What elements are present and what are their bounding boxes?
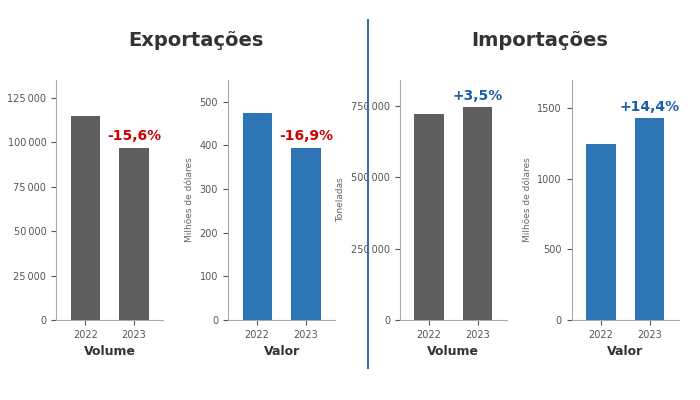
Polygon shape <box>66 104 104 296</box>
X-axis label: Valor: Valor <box>263 345 300 358</box>
Text: 3: 3 <box>469 188 486 212</box>
Bar <box>71 116 100 320</box>
Polygon shape <box>286 104 326 296</box>
X-axis label: Volume: Volume <box>428 345 480 358</box>
Text: 3: 3 <box>592 188 610 212</box>
Y-axis label: Toneladas: Toneladas <box>337 178 345 222</box>
Y-axis label: Milhões de dólares: Milhões de dólares <box>185 158 194 242</box>
Bar <box>291 148 321 320</box>
Y-axis label: Toneladas: Toneladas <box>0 178 1 222</box>
Text: 3: 3 <box>76 188 94 212</box>
Polygon shape <box>410 104 449 296</box>
Text: +14,4%: +14,4% <box>620 100 680 114</box>
Y-axis label: Milhões de dólares: Milhões de dólares <box>523 158 532 242</box>
Bar <box>414 114 444 320</box>
Polygon shape <box>582 104 620 296</box>
Text: 3: 3 <box>248 188 266 212</box>
Text: 3: 3 <box>125 188 143 212</box>
Bar <box>635 118 664 320</box>
Polygon shape <box>238 104 276 296</box>
X-axis label: Volume: Volume <box>84 345 136 358</box>
Polygon shape <box>115 104 153 296</box>
Bar <box>463 107 493 320</box>
X-axis label: Valor: Valor <box>607 345 643 358</box>
Text: Importações: Importações <box>471 30 608 50</box>
Text: Exportações: Exportações <box>128 30 263 50</box>
Text: 3: 3 <box>641 188 659 212</box>
Bar <box>586 144 615 320</box>
Bar <box>242 113 272 320</box>
Text: 3: 3 <box>298 188 315 212</box>
Text: +3,5%: +3,5% <box>453 89 503 103</box>
Bar <box>120 148 149 320</box>
Text: -16,9%: -16,9% <box>279 129 333 143</box>
Text: -15,6%: -15,6% <box>107 129 161 143</box>
Text: 3: 3 <box>420 188 438 212</box>
Polygon shape <box>631 104 669 296</box>
Polygon shape <box>458 104 497 296</box>
